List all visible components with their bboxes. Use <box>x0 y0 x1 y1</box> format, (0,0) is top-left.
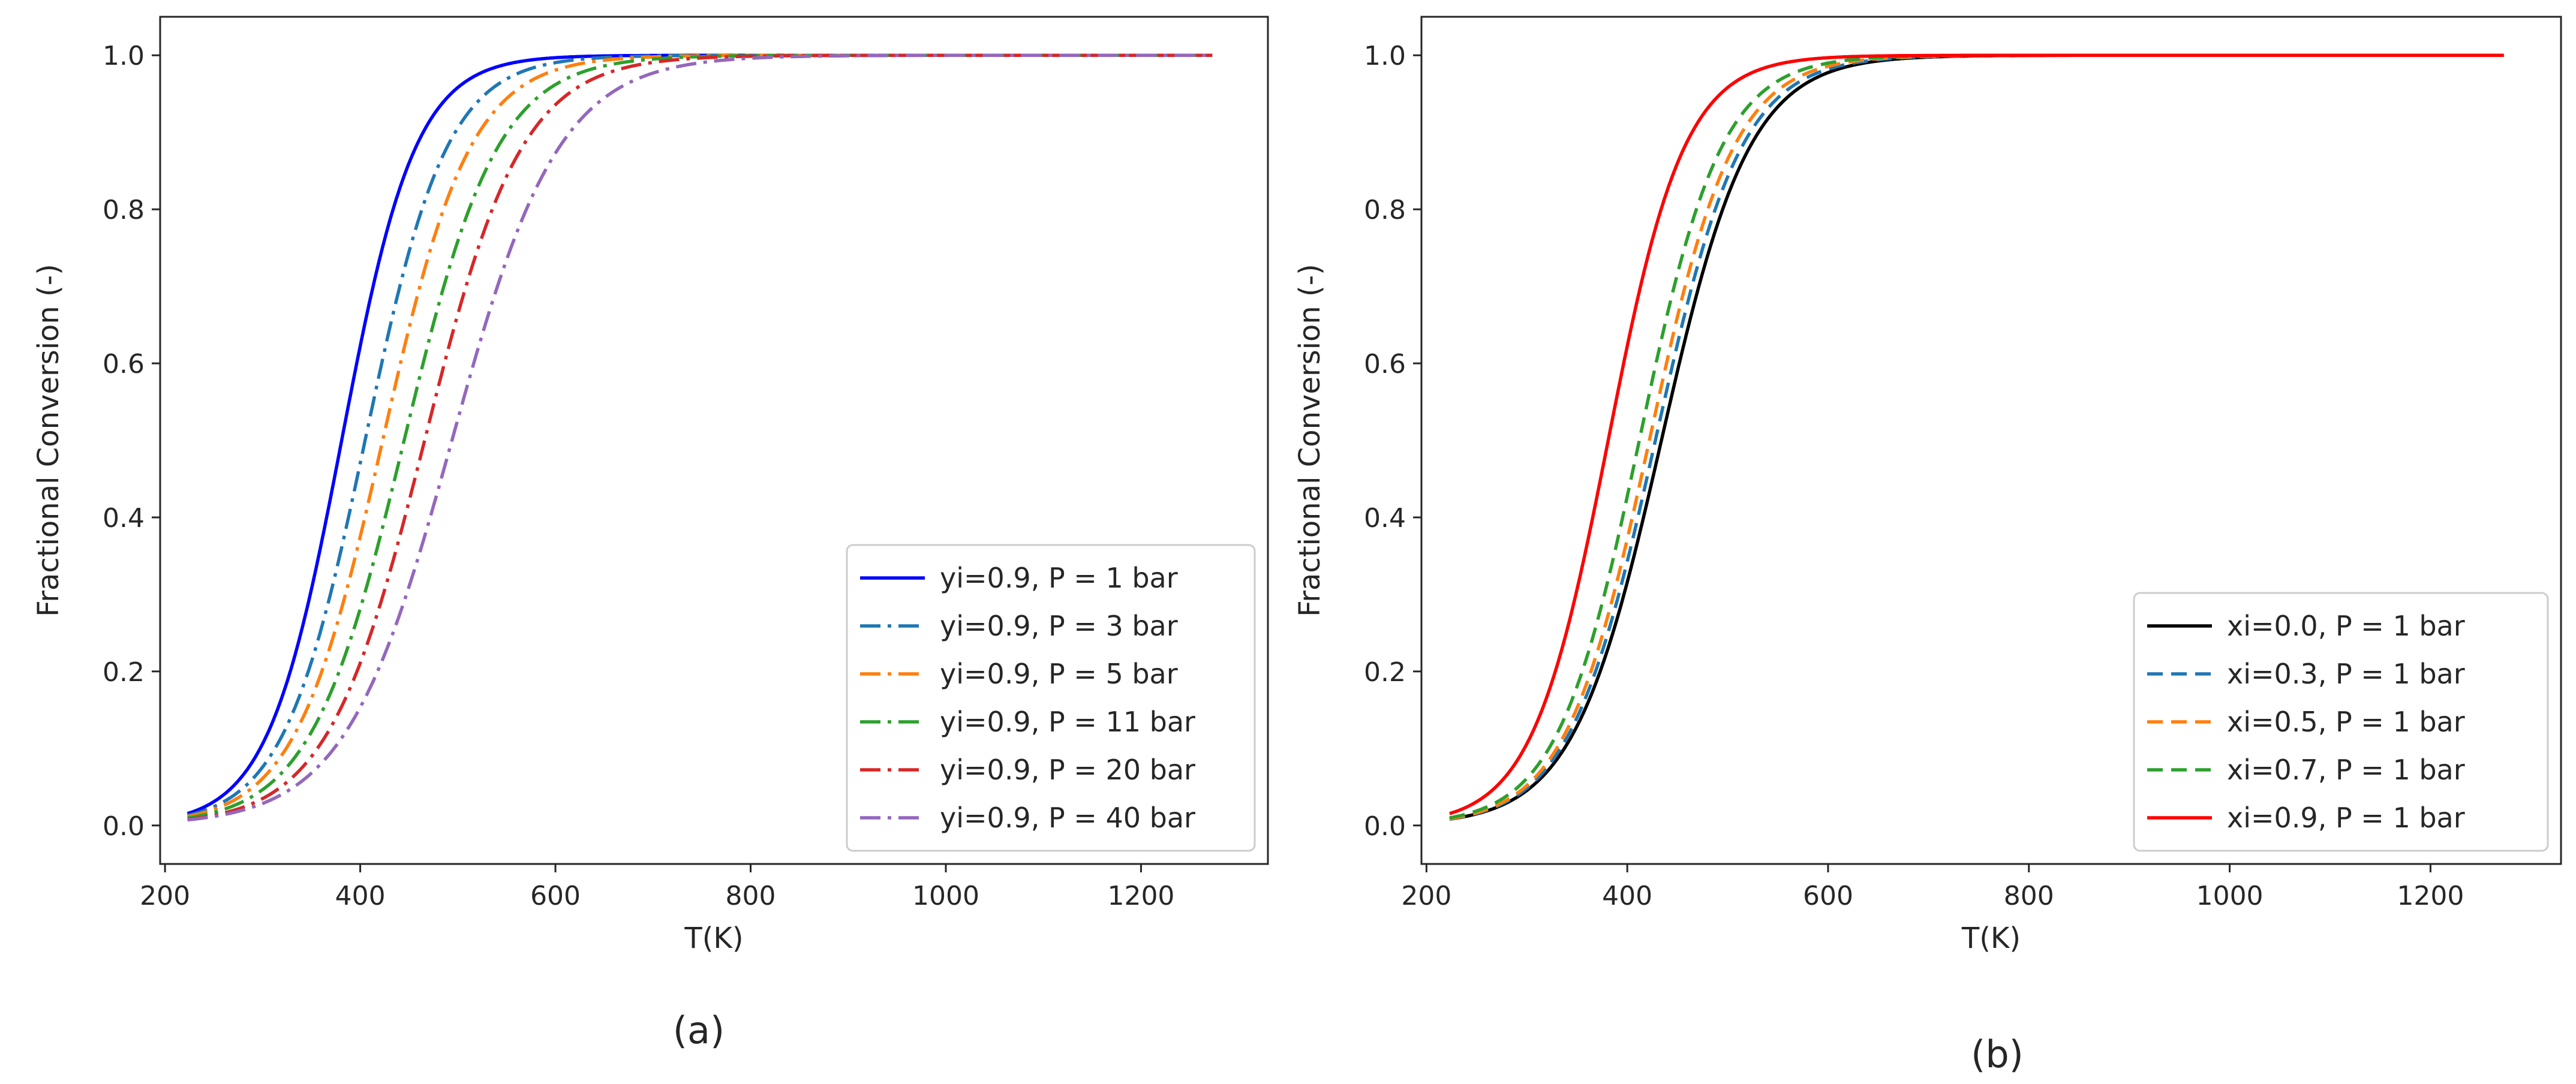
legend-label: yi=0.9, P = 3 bar <box>940 610 1178 642</box>
legend-label: yi=0.9, P = 5 bar <box>940 658 1178 690</box>
x-tick-label: 1000 <box>912 881 979 911</box>
plot-frame <box>159 16 1269 865</box>
plot-frame <box>1420 16 2562 865</box>
x-tick-label: 1200 <box>1107 881 1174 911</box>
x-tick-label: 1000 <box>2196 881 2264 911</box>
legend-label: xi=0.7, P = 1 bar <box>2227 754 2465 786</box>
x-tick-label: 200 <box>1401 881 1451 911</box>
x-tick-label: 400 <box>1602 881 1652 911</box>
y-tick-label: 0.2 <box>1364 657 1406 688</box>
y-tick-label: 0.8 <box>103 195 145 225</box>
x-axis-title: T(K) <box>684 922 743 955</box>
legend: xi=0.0, P = 1 bar xi=0.3, P = 1 bar xi=0.5… <box>2133 592 2549 852</box>
legend-box <box>846 544 1256 852</box>
y-axis-title: Fractional Conversion (-) <box>32 264 65 617</box>
y-tick-label: 0.0 <box>1364 811 1406 842</box>
x-tick-label: 600 <box>1803 881 1853 911</box>
y-tick-label: 0.4 <box>1364 503 1406 534</box>
legend-label: xi=0.3, P = 1 bar <box>2227 658 2465 690</box>
series-line-5 <box>187 53 1213 821</box>
x-axis-title: T(K) <box>1961 922 2021 955</box>
x-tick-label: 1200 <box>2397 881 2464 911</box>
panel-label: (a) <box>673 1008 725 1052</box>
legend-label: xi=0.0, P = 1 bar <box>2227 610 2465 642</box>
y-tick-label: 0.6 <box>1364 349 1406 380</box>
x-tick-label: 800 <box>726 881 776 911</box>
y-tick-label: 0.0 <box>103 811 145 842</box>
x-tick-label: 800 <box>2004 881 2054 911</box>
y-tick-label: 1.0 <box>103 41 145 71</box>
chart-panel-1: 200 400 600 800 1000 1200 0.0 0.2 0.4 0.6 0.8 1.0 T(… <box>32 16 1269 1052</box>
x-tick-label: 600 <box>530 881 581 911</box>
legend-label: yi=0.9, P = 20 bar <box>940 754 1195 786</box>
legend-label: yi=0.9, P = 40 bar <box>940 802 1195 834</box>
legend-label: yi=0.9, P = 1 bar <box>940 562 1178 594</box>
y-tick-label: 0.2 <box>103 657 145 688</box>
legend-label: xi=0.9, P = 1 bar <box>2227 802 2465 834</box>
y-tick-label: 0.6 <box>103 349 145 380</box>
x-tick-label: 400 <box>335 881 386 911</box>
legend-label: yi=0.9, P = 11 bar <box>940 706 1195 738</box>
y-tick-label: 0.8 <box>1364 195 1406 225</box>
y-tick-label: 1.0 <box>1364 41 1406 71</box>
series-group <box>187 53 1213 822</box>
legend: yi=0.9, P = 1 bar yi=0.9, P = 3 bar yi=0.9… <box>846 544 1256 852</box>
legend-label: xi=0.5, P = 1 bar <box>2227 706 2465 738</box>
y-axis-title: Fractional Conversion (-) <box>1293 264 1327 617</box>
series-group <box>1449 53 2504 821</box>
legend-box <box>2133 592 2549 852</box>
series-line-5 <box>1449 53 2504 815</box>
y-tick-label: 0.4 <box>103 503 145 534</box>
x-tick-label: 200 <box>140 881 190 911</box>
chart-panel-2: 200 400 600 800 1000 1200 0.0 0.2 0.4 0.6 0.8 1.0 T(… <box>1293 16 2562 1076</box>
panel-label: (b) <box>1971 1032 2024 1076</box>
